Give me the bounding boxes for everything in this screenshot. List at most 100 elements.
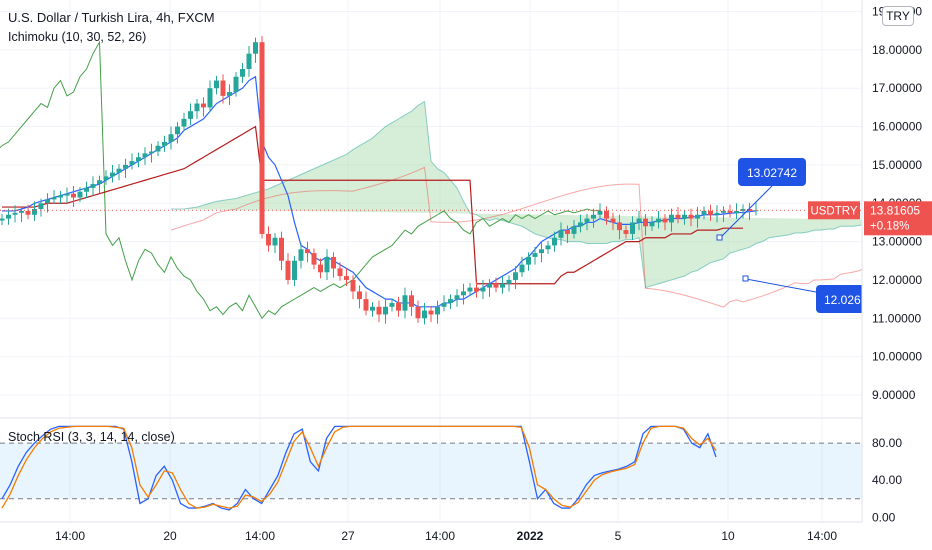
candle-body [285,260,291,280]
candle-body [396,302,401,311]
candle-body [487,283,492,288]
candle-body [539,249,544,254]
candle-body [623,230,629,234]
candle-body [695,214,700,219]
senkou-b-line [170,166,913,308]
candle-body [181,118,187,127]
candle-body [467,287,473,292]
price-axis-bg [862,0,932,550]
time-tick-label: 14:00 [425,529,455,543]
candle-body [708,210,713,215]
candle-body [298,249,304,261]
candle-body [552,237,557,246]
currency-button[interactable]: TRY [882,6,914,26]
candle-body [565,230,570,234]
candle-body [77,191,83,198]
candle-body [415,306,421,319]
candle-body [324,256,330,273]
candle-body [480,287,486,292]
candle-body [532,253,538,257]
time-tick-label: 14:00 [245,529,275,543]
candle-body [370,306,375,311]
kijun-line [2,125,743,285]
stoch-rsi-legend[interactable]: Stoch RSI (3, 3, 14, 14, close) [8,430,175,444]
candle-body [162,141,167,146]
callout-upper-label: 13.02742 [747,166,797,180]
candle-body [337,268,343,277]
ichimoku-legend[interactable]: Ichimoku (10, 30, 52, 26) [8,30,147,44]
candle-body [305,249,310,254]
price-tick-label: 13.00000 [872,235,922,249]
candle-body [116,168,122,173]
candle-body [123,164,128,169]
candle-body [331,256,336,269]
candle-body [90,184,96,188]
candle-body [636,218,642,223]
candle-body [441,302,447,307]
candle-body [591,214,596,219]
candle-body [311,253,317,265]
candle-body [266,233,271,246]
price-tick-label: 15.00000 [872,158,922,172]
candle-body [272,237,278,246]
candle-body [506,279,512,284]
stoch-tick-label: 0.00 [872,510,896,524]
candle-body [747,209,752,211]
candle-body [643,218,648,227]
candles [0,36,759,325]
candle-body [344,276,349,280]
callout-upper-box [738,158,806,186]
candle-body [318,264,323,273]
candle-body [526,256,531,265]
candle-body [110,172,115,177]
candle-body [435,306,440,315]
callout-upper-leader [719,185,773,239]
candle-body [545,245,551,250]
candle-body [662,218,668,223]
candle-body [142,153,148,158]
candle-body [253,42,258,54]
candle-body [383,306,388,315]
candle-body [571,226,577,234]
candle-body [214,80,219,89]
price-tag-value: 13.81605 [870,203,920,217]
candle-body [422,310,427,319]
candle-body [220,80,226,96]
candle-body [19,210,24,213]
candle-body [493,283,499,288]
callout-lower-label: 12.0261 [824,293,868,307]
candle-body [474,287,479,292]
price-tag [864,201,932,236]
candle-body [292,260,297,280]
candle-body [682,214,687,219]
senkou-a-line [171,100,913,289]
candle-body [227,92,232,96]
candle-body [64,193,70,196]
candle-body [402,295,408,311]
candle-body [194,103,200,112]
time-tick-label: 2022 [517,529,544,543]
stoch-tick-label: 80.00 [872,436,902,450]
candle-body [279,237,284,261]
candle-body [175,126,180,135]
price-tick-label: 16.00000 [872,120,922,134]
candle-body [610,218,616,223]
price-tag-change: +0.18% [870,220,909,232]
candle-body [207,88,213,108]
price-tick-label: 11.00000 [872,311,921,325]
candle-body [578,222,583,227]
time-tick-label: 5 [615,529,622,543]
candle-body [630,222,635,234]
callout-lower-anchor [742,275,749,282]
candle-body [656,218,661,223]
candle-body [136,157,141,162]
candle-body [389,302,395,307]
candle-body [0,218,5,221]
candle-body [129,161,135,165]
candle-body [32,209,37,215]
candle-body [45,199,50,204]
candle-body [448,299,453,303]
candle-body [740,209,746,211]
candle-body [51,197,57,200]
